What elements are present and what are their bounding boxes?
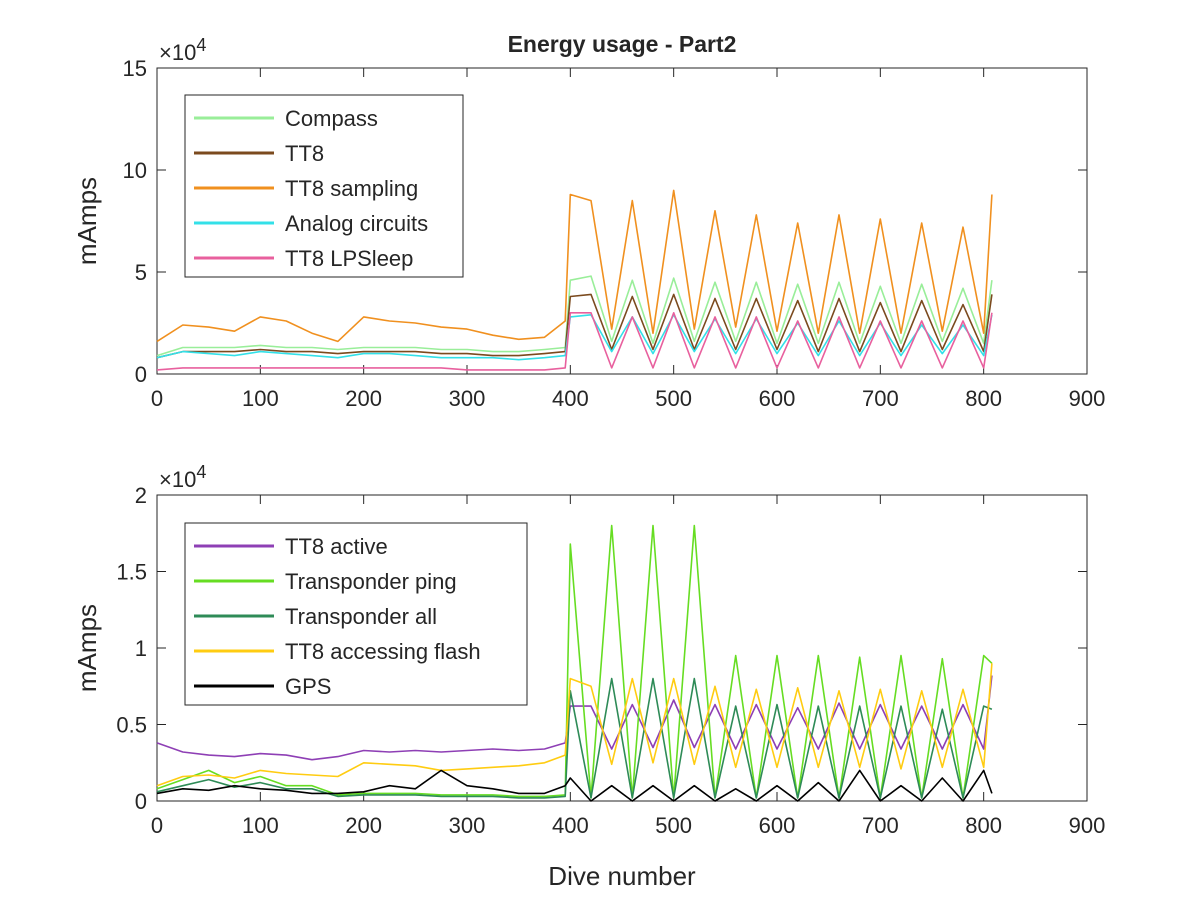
y-tick-label: 5 xyxy=(135,260,147,285)
x-tick-label: 300 xyxy=(449,386,486,411)
y-tick-label: 0 xyxy=(135,789,147,814)
x-tick-label: 200 xyxy=(345,386,382,411)
x-tick-label: 900 xyxy=(1069,813,1106,838)
x-tick-label: 100 xyxy=(242,813,279,838)
y-exponent-power: 4 xyxy=(196,462,206,482)
y-exponent-base: ×10 xyxy=(159,40,196,65)
legend-label: Analog circuits xyxy=(285,211,428,236)
y-tick-label: 10 xyxy=(123,158,147,183)
x-tick-label: 700 xyxy=(862,813,899,838)
series-line-2 xyxy=(156,677,993,799)
legend-label: Compass xyxy=(285,106,378,131)
legend-box xyxy=(184,94,464,278)
x-tick-label: 800 xyxy=(965,386,1002,411)
x-tick-label: 700 xyxy=(862,386,899,411)
figure-title: Energy usage - Part2 xyxy=(508,31,737,57)
y-exponent-label: ×104 xyxy=(159,35,206,65)
x-tick-label: 0 xyxy=(151,386,163,411)
x-tick-label: 600 xyxy=(759,813,796,838)
legend-box xyxy=(184,522,528,706)
y-exponent-base: ×10 xyxy=(159,467,196,492)
y-tick-label: 15 xyxy=(123,56,147,81)
series-line-1 xyxy=(156,524,993,799)
series-line-0 xyxy=(156,675,993,761)
legend-label: TT8 LPSleep xyxy=(285,246,413,271)
series-line-3 xyxy=(156,663,993,787)
x-tick-label: 500 xyxy=(655,386,692,411)
y-exponent-label: ×104 xyxy=(159,462,206,492)
series-line-4 xyxy=(156,769,993,802)
panel-bottom: 0 100 200 300 400 500 600 700 800 900 0 0.5 1 1.5 2 ×10… xyxy=(72,462,1105,838)
legend-label: GPS xyxy=(285,674,331,699)
y-exponent-power: 4 xyxy=(196,35,206,55)
y-axis-label: mAmps xyxy=(72,604,102,692)
x-tick-label: 500 xyxy=(655,813,692,838)
x-tick-label: 100 xyxy=(242,386,279,411)
x-tick-label: 200 xyxy=(345,813,382,838)
y-axis-label: mAmps xyxy=(72,177,102,265)
x-tick-label: 0 xyxy=(151,813,163,838)
panel-top: 0 100 200 300 400 500 600 700 800 900 0 5 10 15 ×104 mA… xyxy=(72,35,1105,411)
series-line-2 xyxy=(156,189,993,343)
y-tick-label: 0.5 xyxy=(116,713,147,738)
x-tick-label: 300 xyxy=(449,813,486,838)
x-tick-label: 800 xyxy=(965,813,1002,838)
legend-label: TT8 xyxy=(285,141,324,166)
legend-label: TT8 sampling xyxy=(285,176,418,201)
legend-label: Transponder all xyxy=(285,604,437,629)
series-line-1 xyxy=(156,293,993,359)
x-tick-label: 900 xyxy=(1069,386,1106,411)
x-tick-label: 600 xyxy=(759,386,796,411)
series-line-3 xyxy=(156,313,993,361)
y-tick-label: 2 xyxy=(135,483,147,508)
x-tick-label: 400 xyxy=(552,386,589,411)
series-line-4 xyxy=(156,311,993,371)
legend-label: Transponder ping xyxy=(285,569,457,594)
legend-label: TT8 accessing flash xyxy=(285,639,481,664)
y-tick-label: 0 xyxy=(135,362,147,387)
figure-xlabel: Dive number xyxy=(548,861,696,891)
y-tick-label: 1 xyxy=(135,636,147,661)
y-tick-label: 1.5 xyxy=(116,560,147,585)
x-tick-label: 400 xyxy=(552,813,589,838)
legend-label: TT8 active xyxy=(285,534,388,559)
series-line-0 xyxy=(156,275,993,357)
